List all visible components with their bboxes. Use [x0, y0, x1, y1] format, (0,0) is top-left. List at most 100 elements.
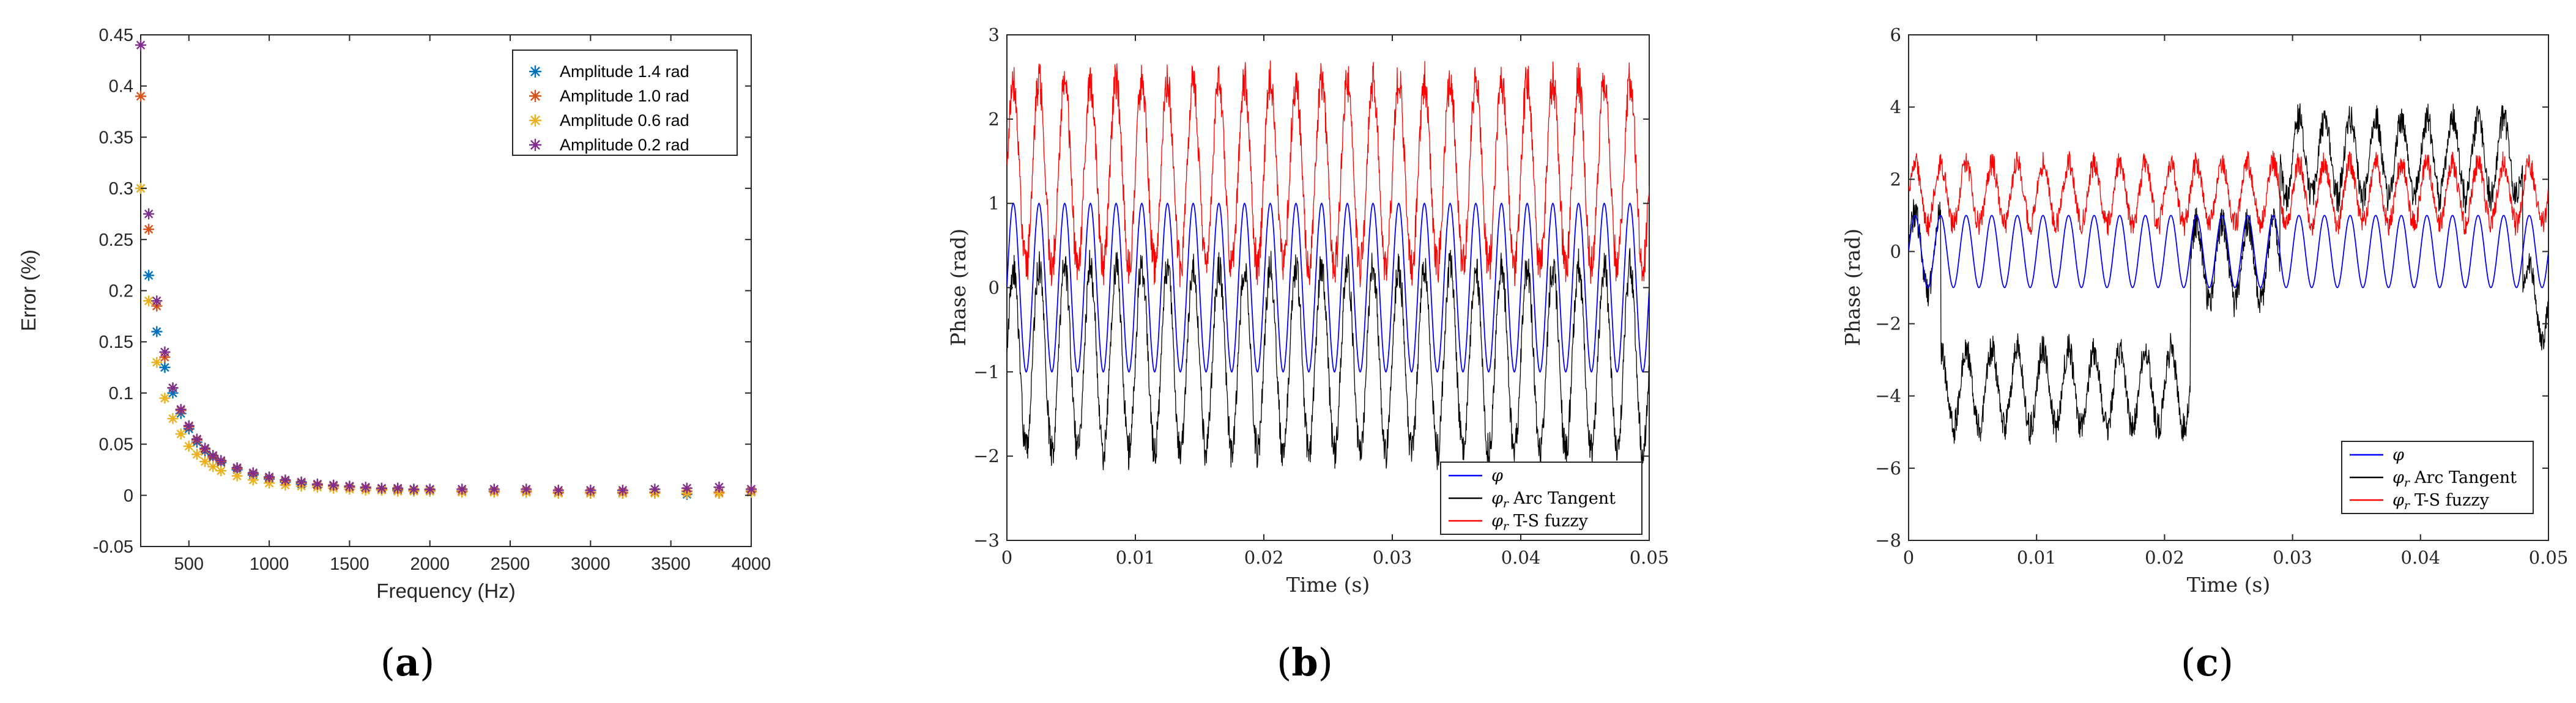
panel-c-legend-symbol: φ [2392, 446, 2404, 465]
panel-a-point [376, 482, 387, 494]
panel-a-point [159, 392, 171, 404]
panel-a-point [143, 295, 155, 307]
panel-b-x-tick-label: 0.04 [1501, 547, 1541, 568]
panel-a-y-tick-label: 0.4 [109, 77, 133, 97]
panel-a-point [280, 474, 291, 486]
panel-b-data-layer [1007, 60, 1649, 471]
panel-a: 500 1000 1500 2000 2500 3000 3500 4000 -0.05 0 0.0… [17, 26, 771, 685]
panel-a-x-tick-label: 3500 [651, 554, 691, 574]
panel-b-x-tick-label: 0 [1001, 547, 1012, 568]
panel-c-y-tick-label: 4 [1890, 97, 1901, 117]
panel-a-label: (a) [380, 640, 435, 685]
panel-c-axes: 0 0.01 0.02 0.03 0.04 0.05 −8 −6 −4 −2 0 2 4 6 [1875, 24, 2568, 568]
panel-a-point [143, 208, 155, 219]
panel-b-label-letter: b [1291, 640, 1318, 685]
panel-c-x-tick-label: 0.05 [2529, 547, 2569, 568]
panel-a-point [143, 224, 155, 235]
panel-b-legend-symbol: φ [1491, 512, 1503, 531]
panel-b-y-tick-label: 0 [989, 278, 1000, 298]
panel-b-y-tick-label: 1 [989, 193, 1000, 214]
panel-a-point [713, 488, 725, 499]
panel-b-x-tick-label: 0.02 [1244, 547, 1284, 568]
panel-a-point [456, 484, 468, 495]
panel-a-legend: Amplitude 1.4 rad Amplitude 1.0 rad Amplit… [512, 50, 738, 156]
panel-a-y-tick-label: 0.1 [109, 384, 133, 403]
panel-a-y-tick-label: 0.05 [99, 435, 133, 455]
panel-a-point [159, 346, 171, 358]
panel-b-x-tick-label: 0.05 [1630, 547, 1669, 568]
panel-a-point [247, 467, 259, 479]
panel-b-legend-entry: φr T-S fuzzy [1491, 512, 1589, 533]
panel-c-y-tick-label: −4 [1875, 386, 1901, 407]
panel-a-point [199, 443, 211, 454]
panel-a-label-letter: a [395, 640, 420, 685]
panel-b-label: (b) [1277, 640, 1333, 685]
panel-b-x-tick-label: 0.03 [1373, 547, 1412, 568]
panel-a-y-axis-label: Error (%) [17, 249, 40, 331]
panel-b-legend-text: Arc Tangent [1513, 489, 1616, 508]
panel-a-x-tick-label: 500 [174, 554, 204, 574]
panel-a-point [167, 413, 179, 424]
panel-b-y-tick-label: −1 [973, 361, 1000, 382]
panel-a-x-tick-label: 3000 [571, 554, 611, 574]
panel-c-legend-text: T-S fuzzy [2415, 491, 2490, 510]
panel-c-y-tick-label: 6 [1890, 24, 1901, 45]
panel-a-point [151, 326, 163, 337]
panel-b: 0 0.01 0.02 0.03 0.04 0.05 −3 −2 −1 0 1 2 3 Time (s)… [946, 24, 1669, 685]
panel-a-x-tick-label: 1500 [330, 554, 369, 574]
panel-a-point [135, 90, 146, 102]
panel-a-point [746, 484, 757, 495]
panel-a-point [311, 478, 323, 490]
panel-a-point [183, 440, 195, 452]
panel-a-x-tick-label: 4000 [732, 554, 771, 574]
panel-b-legend-symbol: φ [1491, 489, 1503, 508]
panel-a-axes: 500 1000 1500 2000 2500 3000 3500 4000 -0.05 0 0.0… [93, 26, 771, 574]
panel-b-series-arc-tangent [1007, 248, 1649, 471]
panel-a-point [424, 484, 436, 495]
panel-a-legend-marker [529, 90, 541, 102]
panel-b-y-tick-label: −3 [973, 530, 1000, 551]
panel-a-y-tick-label: 0.45 [99, 26, 133, 45]
panel-a-point [175, 403, 187, 415]
panel-c-y-tick-label: −2 [1875, 314, 1901, 334]
panel-a-legend-marker [529, 139, 541, 151]
panel-a-point [183, 420, 195, 432]
panel-c-series-ts-fuzzy [1909, 150, 2548, 237]
panel-b-x-tick-label: 0.01 [1116, 547, 1156, 568]
panel-c: 0 0.01 0.02 0.03 0.04 0.05 −8 −6 −4 −2 0 2 4 6 Time (… [1841, 24, 2568, 685]
panel-a-point [392, 482, 404, 494]
panel-a-point [175, 428, 187, 440]
panel-a-point [167, 382, 179, 394]
panel-c-series-phi [1909, 215, 2548, 289]
panel-a-point [295, 476, 307, 488]
panel-b-y-tick-label: −2 [973, 446, 1000, 466]
panel-c-y-tick-label: −6 [1875, 458, 1901, 479]
panel-a-point [264, 471, 275, 483]
panel-a-legend-entry: Amplitude 0.2 rad [560, 136, 689, 154]
panel-a-point [191, 449, 202, 460]
panel-a-legend-entry: Amplitude 1.0 rad [560, 87, 689, 105]
panel-c-label: (c) [2181, 640, 2233, 685]
panel-a-y-tick-label: 0.3 [109, 179, 133, 199]
panel-a-point [199, 456, 211, 468]
panel-a-legend-entry: Amplitude 0.6 rad [560, 111, 689, 130]
panel-a-y-tick-label: 0.25 [99, 230, 133, 250]
panel-a-point [215, 455, 227, 466]
panel-a-legend-marker [529, 65, 541, 78]
panel-b-legend-subscript: r [1503, 520, 1510, 533]
panel-b-y-tick-label: 3 [989, 24, 1000, 45]
panel-b-legend-entry: φr Arc Tangent [1491, 489, 1616, 510]
panel-a-point [681, 482, 692, 494]
panel-a-point [231, 470, 243, 482]
panel-c-x-axis-label: Time (s) [2187, 573, 2271, 597]
panel-a-point [552, 484, 564, 496]
panel-a-y-tick-label: 0.35 [99, 128, 133, 147]
panel-c-y-axis-label: Phase (rad) [1841, 229, 1865, 346]
panel-c-y-tick-label: 2 [1890, 169, 1901, 190]
panel-c-x-tick-label: 0.02 [2145, 547, 2184, 568]
panel-a-point [215, 465, 227, 477]
panel-a-legend-entry: Amplitude 1.4 rad [560, 62, 689, 81]
panel-a-point [207, 450, 219, 461]
